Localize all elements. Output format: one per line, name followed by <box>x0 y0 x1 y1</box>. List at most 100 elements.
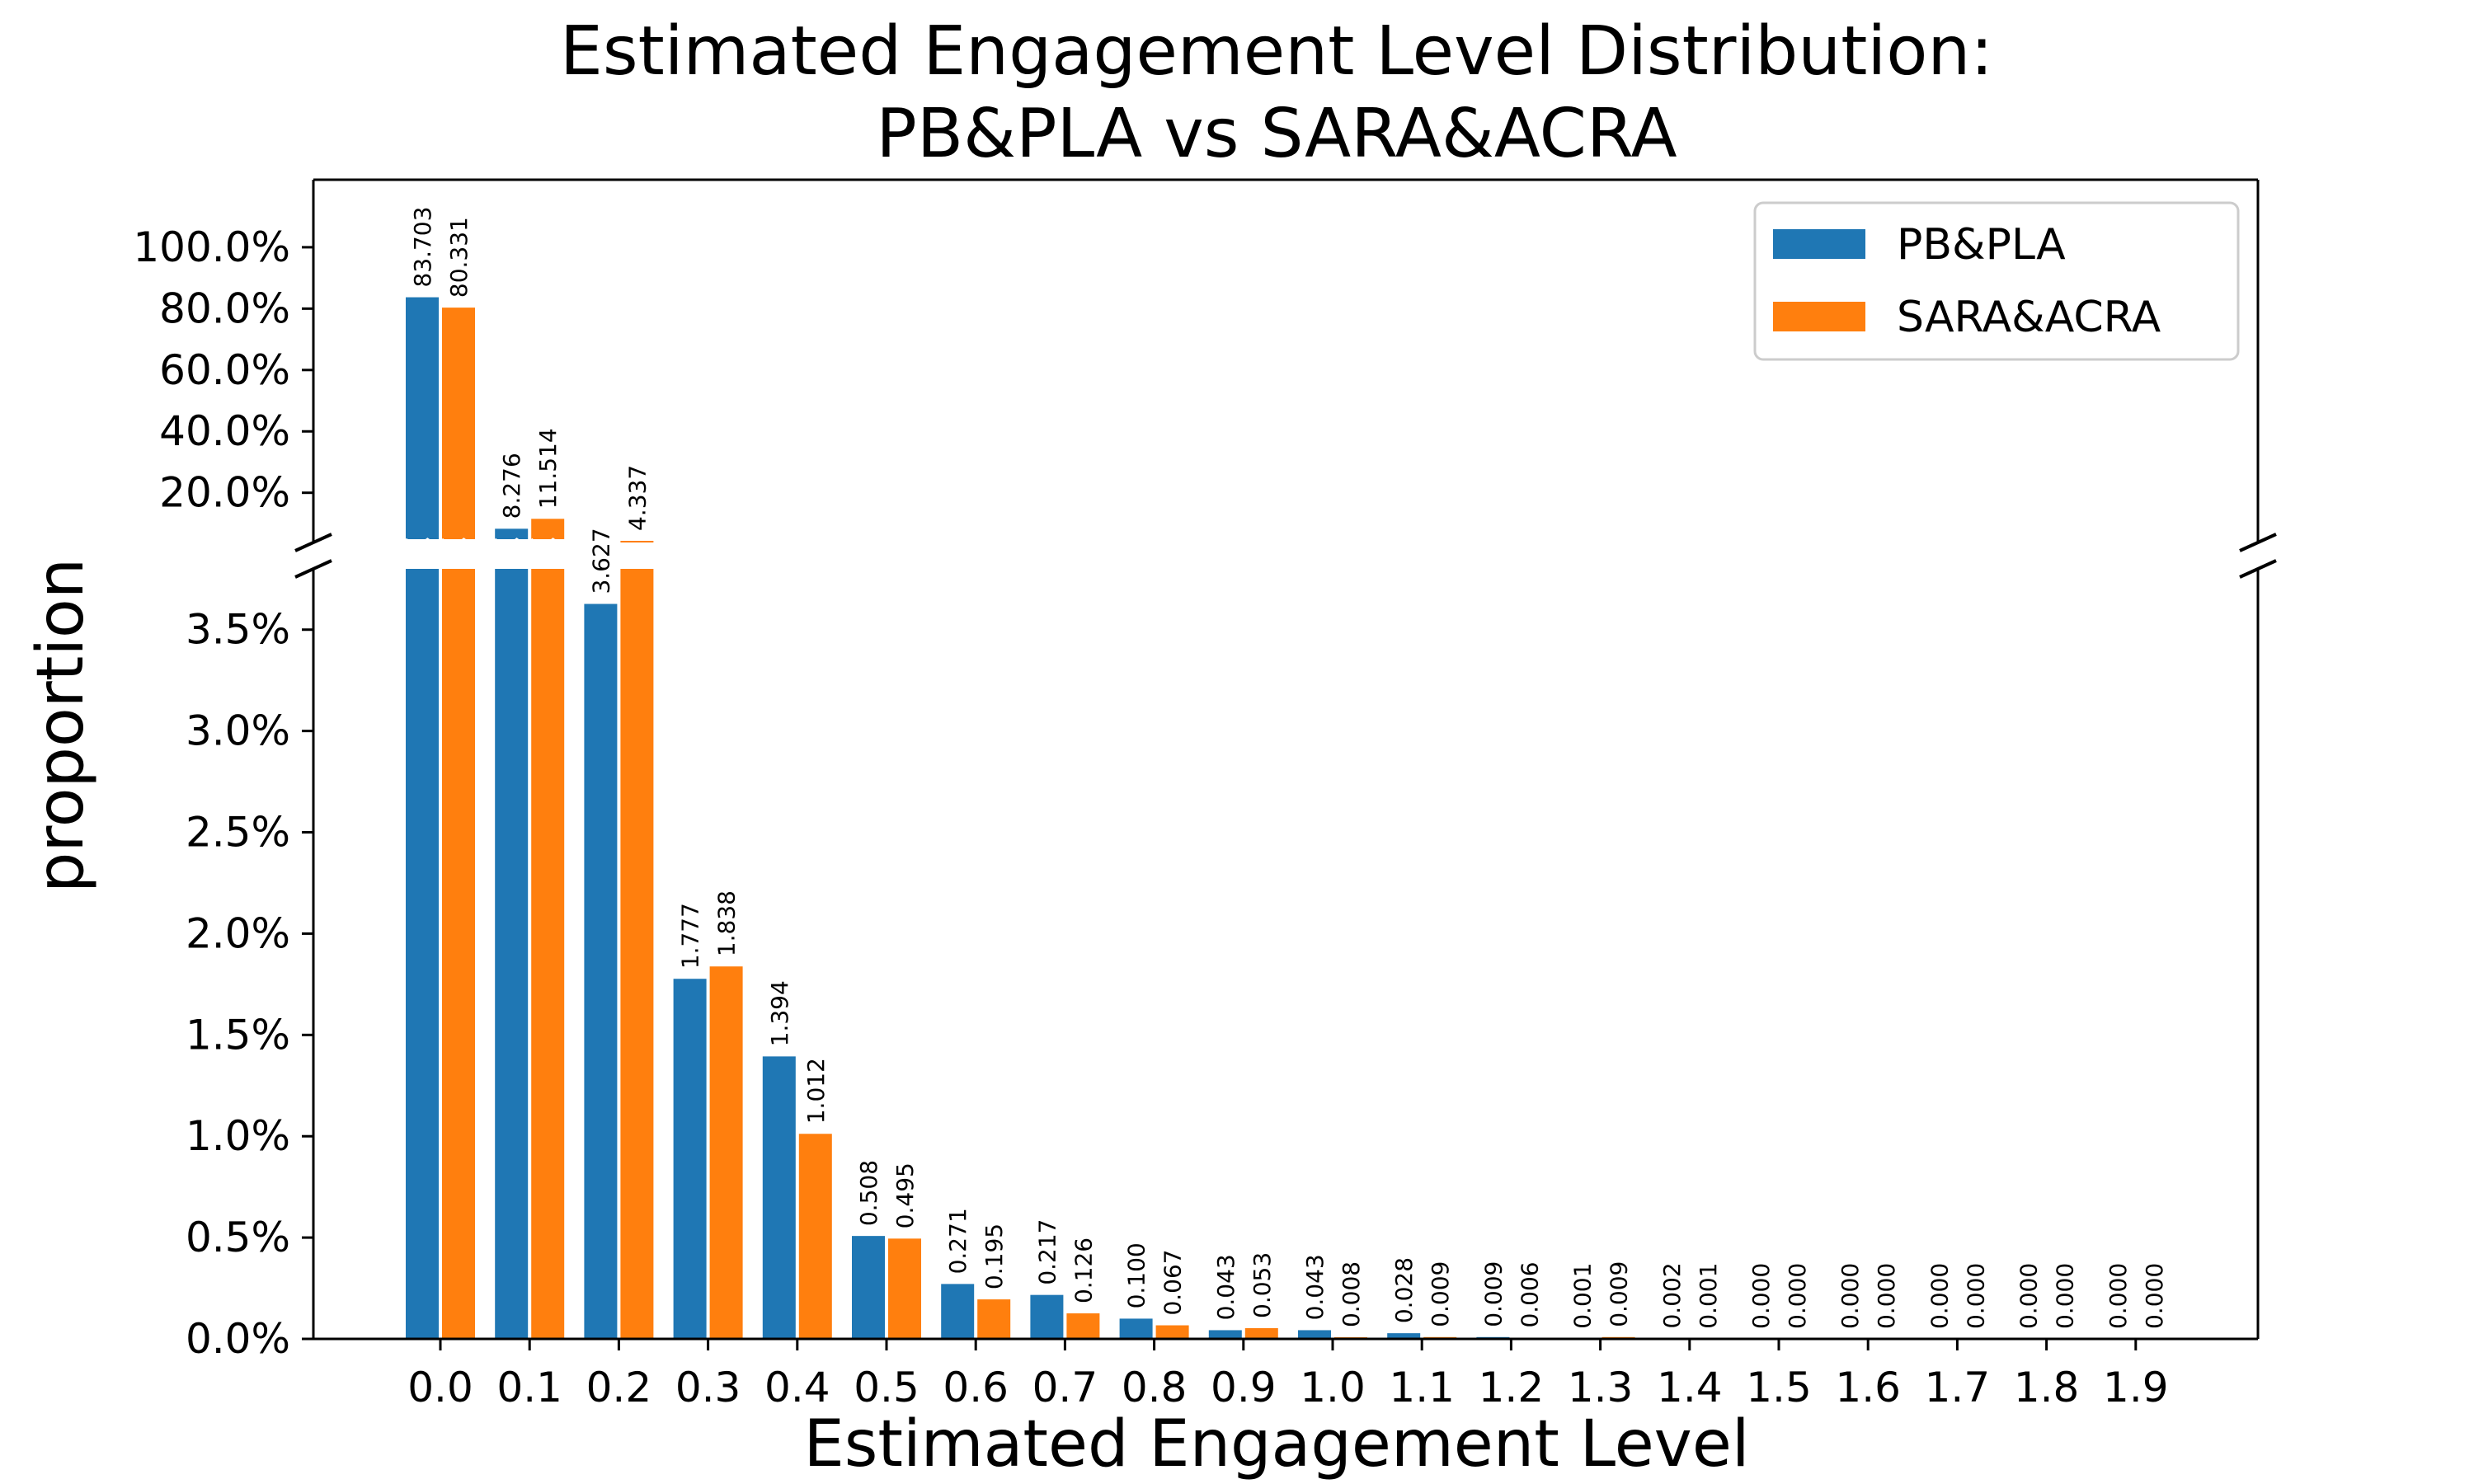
bar-sara-acra-0.0-upper <box>442 308 475 542</box>
bar-value-label: 0.000 <box>1784 1263 1811 1329</box>
bar-value-label: 0.126 <box>1070 1237 1097 1303</box>
x-tick-label: 0.4 <box>764 1364 830 1411</box>
bar-sara-acra-0.9-lower <box>1244 1327 1278 1339</box>
bar-value-label: 0.043 <box>1301 1254 1329 1320</box>
x-tick-label: 0.3 <box>675 1364 741 1411</box>
bar-sara-acra-0.8-lower <box>1155 1325 1189 1339</box>
bar-value-label: 0.508 <box>855 1160 882 1226</box>
x-axis-label: Estimated Engagement Level <box>803 1407 1749 1482</box>
bar-value-label: 0.000 <box>2015 1263 2043 1329</box>
bar-value-label: 0.053 <box>1249 1252 1276 1318</box>
x-tick-label: 0.8 <box>1122 1364 1188 1411</box>
x-tick-label: 1.6 <box>1835 1364 1901 1411</box>
x-tick-label: 1.0 <box>1300 1364 1366 1411</box>
upper-y-tick-label: 60.0% <box>159 346 290 394</box>
bar-value-label: 0.000 <box>1837 1263 1864 1329</box>
bar-value-label: 0.001 <box>1569 1263 1597 1329</box>
legend-entry-label: PB&PLA <box>1897 220 2066 270</box>
bar-value-label: 4.337 <box>623 465 651 531</box>
bar-pb-pla-0.2-lower <box>584 603 618 1339</box>
upper-y-tick-label: 20.0% <box>159 469 290 517</box>
x-tick-label: 1.5 <box>1746 1364 1812 1411</box>
bar-value-label: 0.217 <box>1033 1219 1061 1284</box>
bar-pb-pla-0.4-lower <box>762 1056 796 1339</box>
x-axis-ticks: 0.0 0.1 0.2 0.3 0.4 0.5 0.6 0.7 0.8 0.9 1.0 1.1 1.2 1… <box>407 1339 2169 1411</box>
axis-break-mark <box>2239 533 2277 552</box>
x-tick-label: 0.7 <box>1032 1364 1098 1411</box>
x-tick-label: 1.1 <box>1389 1364 1455 1411</box>
bar-pb-pla-0.7-lower <box>1030 1294 1064 1339</box>
bar-value-label: 0.495 <box>891 1162 919 1228</box>
bar-pb-pla-0.0-lower <box>406 569 439 1339</box>
x-tick-label: 0.9 <box>1211 1364 1277 1411</box>
bar-pb-pla-0.9-lower <box>1208 1330 1242 1339</box>
bar-value-label: 0.006 <box>1516 1261 1543 1327</box>
legend-entry-label: SARA&ACRA <box>1897 293 2161 342</box>
chart-title-line-1: Estimated Engagement Level Distribution: <box>560 12 1993 91</box>
y-axis-label: proportion <box>24 558 98 893</box>
bar-sara-acra-0.7-lower <box>1066 1313 1100 1339</box>
upper-y-tick-label: 40.0% <box>159 407 290 455</box>
bar-value-label: 0.009 <box>1479 1261 1507 1327</box>
bar-value-label: 0.009 <box>1427 1261 1454 1327</box>
bar-value-label: 0.028 <box>1390 1257 1418 1323</box>
bar-value-label: 0.001 <box>1695 1263 1722 1329</box>
lower-y-tick-label: 0.5% <box>186 1214 290 1261</box>
lower-y-tick-label: 2.0% <box>186 909 290 957</box>
bar-value-label: 0.000 <box>1747 1263 1775 1329</box>
bar-sara-acra-0.1-upper <box>531 519 565 542</box>
lower-y-tick-label: 2.5% <box>186 809 290 857</box>
bar-value-label: 80.331 <box>445 217 473 298</box>
bar-value-label: 83.703 <box>409 207 436 288</box>
lower-y-tick-label: 3.5% <box>186 606 290 654</box>
x-tick-label: 1.4 <box>1657 1364 1723 1411</box>
x-tick-label: 1.8 <box>2014 1364 2080 1411</box>
bar-value-label: 0.000 <box>1926 1263 1953 1329</box>
axis-break-zigzag <box>494 538 529 549</box>
bar-value-label: 0.000 <box>2141 1263 2168 1329</box>
x-tick-label: 0.2 <box>586 1364 652 1411</box>
lower-y-tick-label: 3.0% <box>186 707 290 755</box>
bar-value-label: 0.043 <box>1212 1254 1239 1320</box>
bar-pb-pla-1.1-lower <box>1387 1333 1421 1339</box>
bar-value-label: 0.195 <box>981 1223 1008 1289</box>
bar-value-label: 0.009 <box>1606 1261 1633 1327</box>
upper-y-tick-label: 100.0% <box>133 223 290 271</box>
bar-value-label: 1.012 <box>802 1058 830 1124</box>
bar-pb-pla-0.5-lower <box>852 1236 885 1339</box>
lower-y-tick-label: 0.0% <box>186 1315 290 1363</box>
x-tick-label: 1.9 <box>2103 1364 2169 1411</box>
bar-value-label: 1.394 <box>766 980 793 1046</box>
bar-value-label: 0.100 <box>1123 1242 1150 1308</box>
bar-sara-acra-0.2-upper <box>620 541 654 542</box>
bar-value-label: 0.000 <box>1873 1263 1900 1329</box>
bar-value-label: 0.000 <box>2105 1263 2132 1329</box>
bar-pb-pla-0.8-lower <box>1119 1318 1153 1339</box>
bar-sara-acra-0.6-lower <box>977 1299 1011 1339</box>
bar-sara-acra-0.5-lower <box>888 1238 921 1339</box>
axis-break-zigzag <box>405 538 440 549</box>
bar-value-label: 0.000 <box>2052 1263 2079 1329</box>
bar-sara-acra-0.4-lower <box>798 1134 832 1339</box>
upper-y-tick-label: 80.0% <box>159 284 290 332</box>
axis-break-mark <box>294 533 332 552</box>
x-tick-label: 1.7 <box>1925 1364 1991 1411</box>
x-tick-label: 0.6 <box>943 1364 1009 1411</box>
bar-sara-acra-0.0-lower <box>442 569 475 1339</box>
bar-value-label: 3.627 <box>587 528 614 594</box>
bar-pb-pla-0.1-lower <box>495 569 529 1339</box>
x-tick-label: 0.0 <box>407 1364 473 1411</box>
chart-title-line-2: PB&PLA vs SARA&ACRA <box>876 95 1677 173</box>
bar-pb-pla-1.0-lower <box>1298 1330 1331 1339</box>
bar-pb-pla-0.1-upper <box>495 528 529 542</box>
bar-pb-pla-0.3-lower <box>673 979 707 1339</box>
axis-break-zigzag <box>441 538 476 549</box>
legend-swatch <box>1773 229 1865 259</box>
bar-sara-acra-0.2-lower <box>620 569 654 1339</box>
lower-y-tick-label: 1.5% <box>186 1011 290 1059</box>
bar-value-label: 0.067 <box>1159 1249 1187 1315</box>
bar-pb-pla-0.6-lower <box>941 1284 975 1339</box>
x-tick-label: 0.1 <box>496 1364 562 1411</box>
bar-sara-acra-0.1-lower <box>531 569 565 1339</box>
